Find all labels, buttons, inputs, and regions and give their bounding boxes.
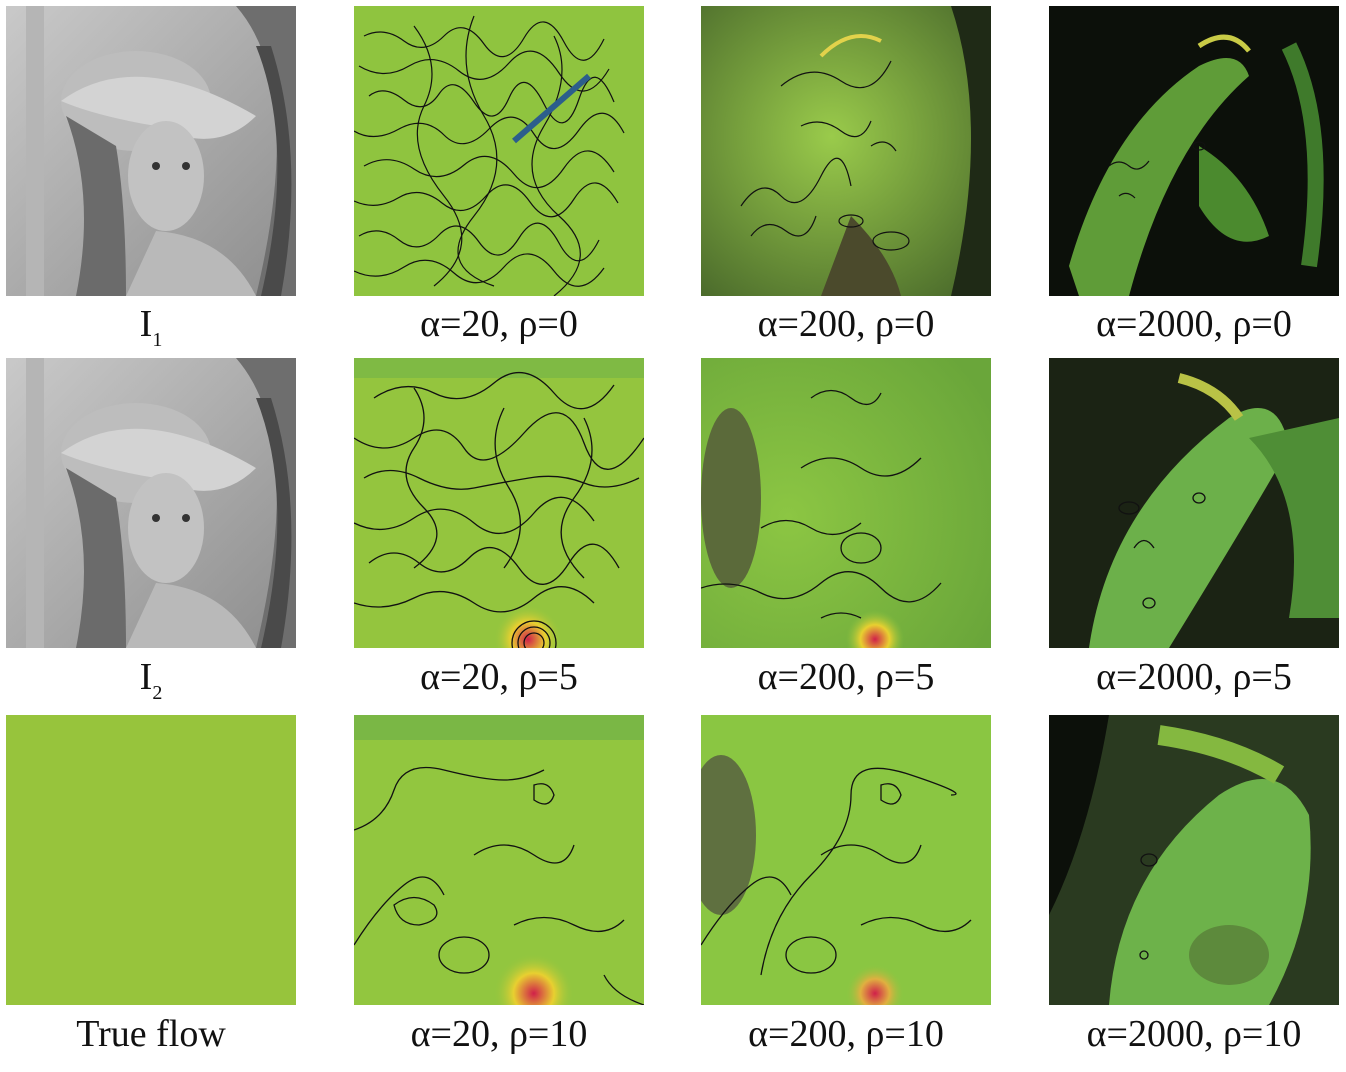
caption-i1: I1 [139, 303, 163, 351]
flow-panel-a2000-r0 [1049, 6, 1339, 296]
flow-panel-a20-r0 [354, 6, 644, 296]
caption-a2000-r0: α=2000, ρ=0 [1096, 303, 1292, 345]
input-image-i2 [6, 358, 296, 648]
caption-a200-r5: α=200, ρ=5 [757, 656, 935, 698]
caption-a2000-r5: α=2000, ρ=5 [1096, 656, 1292, 698]
flow-panel-a2000-r5 [1049, 358, 1339, 648]
true-flow-panel [6, 715, 296, 1005]
flow-panel-a200-r0 [701, 6, 991, 296]
flow-panel-a2000-r10 [1049, 715, 1339, 1005]
caption-i2: I2 [139, 656, 163, 704]
caption-true-flow: True flow [76, 1013, 226, 1055]
flow-panel-a200-r5 [701, 358, 991, 648]
caption-a20-r0: α=20, ρ=0 [420, 303, 578, 345]
caption-a200-r0: α=200, ρ=0 [757, 303, 935, 345]
flow-panel-a200-r10 [701, 715, 991, 1005]
caption-a2000-r10: α=2000, ρ=10 [1086, 1013, 1302, 1055]
flow-panel-a20-r5 [354, 358, 644, 648]
flow-panel-a20-r10 [354, 715, 644, 1005]
caption-a200-r10: α=200, ρ=10 [748, 1013, 944, 1055]
caption-a20-r10: α=20, ρ=10 [410, 1013, 588, 1055]
input-image-i1 [6, 6, 296, 296]
caption-a20-r5: α=20, ρ=5 [420, 656, 578, 698]
